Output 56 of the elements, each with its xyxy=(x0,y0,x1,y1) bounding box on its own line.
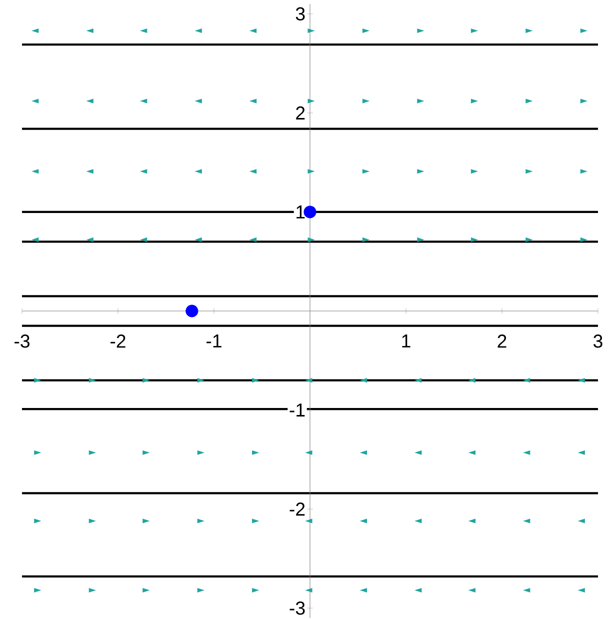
point xyxy=(197,450,204,455)
point xyxy=(252,518,259,524)
point xyxy=(32,98,39,104)
point xyxy=(195,98,202,104)
point xyxy=(526,169,532,174)
point xyxy=(468,450,476,455)
point xyxy=(252,450,259,455)
point xyxy=(415,518,422,524)
point xyxy=(524,450,530,455)
point xyxy=(308,169,314,174)
point xyxy=(140,98,148,104)
point xyxy=(34,450,41,455)
y-tick-label: 3 xyxy=(296,7,305,21)
point xyxy=(580,98,587,104)
point xyxy=(32,169,39,174)
x-tick-label: -2 xyxy=(110,334,126,348)
point xyxy=(306,450,312,455)
x-tick-label: 3 xyxy=(594,334,602,348)
point xyxy=(417,98,424,104)
point xyxy=(578,518,585,524)
point xyxy=(470,98,478,104)
point xyxy=(197,518,204,524)
point xyxy=(86,98,94,104)
point xyxy=(34,518,41,524)
point xyxy=(88,518,96,524)
point xyxy=(524,518,530,524)
point xyxy=(526,98,532,104)
point xyxy=(250,98,257,104)
point xyxy=(306,518,312,524)
point xyxy=(140,169,148,174)
y-tick-label: 2 xyxy=(296,106,305,120)
point xyxy=(308,98,314,104)
x-tick-label: 2 xyxy=(498,334,506,348)
point xyxy=(186,304,198,318)
point xyxy=(415,450,422,455)
point xyxy=(470,169,478,174)
point xyxy=(250,169,257,174)
point xyxy=(142,450,150,455)
point xyxy=(360,450,367,455)
point xyxy=(88,450,96,455)
point xyxy=(468,518,476,524)
point xyxy=(195,169,202,174)
x-tick-label: -3 xyxy=(14,334,30,348)
point xyxy=(417,169,424,174)
point xyxy=(362,98,369,104)
point xyxy=(360,518,367,524)
x-tick-label: 1 xyxy=(402,334,410,348)
point xyxy=(86,169,94,174)
x-tick-label: -1 xyxy=(206,334,222,348)
point xyxy=(580,169,587,174)
point xyxy=(142,518,150,524)
point xyxy=(362,169,369,174)
point xyxy=(578,450,585,455)
y-tick-label: -2 xyxy=(290,502,305,516)
y-tick-label: -1 xyxy=(290,404,305,416)
y-tick-label: -3 xyxy=(290,601,305,615)
